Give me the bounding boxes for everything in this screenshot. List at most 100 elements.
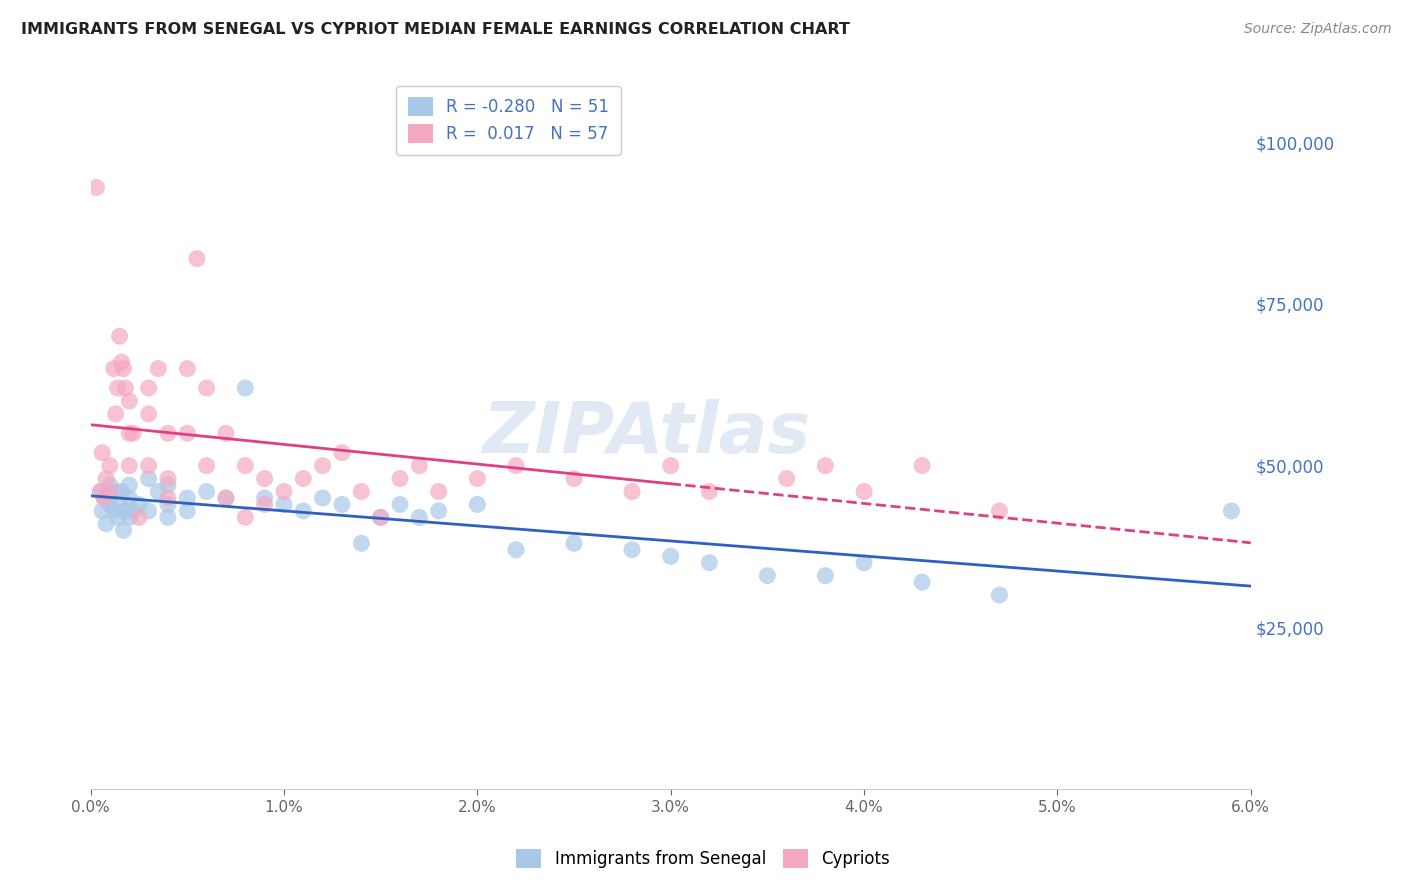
Point bbox=[621, 484, 644, 499]
Point bbox=[110, 355, 132, 369]
Point bbox=[118, 426, 141, 441]
Point bbox=[350, 484, 373, 499]
Point bbox=[156, 510, 179, 524]
Point bbox=[107, 510, 129, 524]
Point bbox=[156, 472, 179, 486]
Point bbox=[156, 426, 179, 441]
Point bbox=[311, 458, 333, 473]
Text: IMMIGRANTS FROM SENEGAL VS CYPRIOT MEDIAN FEMALE EARNINGS CORRELATION CHART: IMMIGRANTS FROM SENEGAL VS CYPRIOT MEDIA… bbox=[21, 22, 851, 37]
Point bbox=[273, 484, 295, 499]
Point bbox=[122, 504, 145, 518]
Point bbox=[114, 381, 136, 395]
Point bbox=[148, 484, 170, 499]
Point bbox=[814, 568, 837, 582]
Point bbox=[91, 504, 114, 518]
Point bbox=[253, 491, 276, 505]
Point bbox=[814, 458, 837, 473]
Point bbox=[91, 446, 114, 460]
Point bbox=[118, 393, 141, 408]
Point bbox=[621, 542, 644, 557]
Point bbox=[156, 498, 179, 512]
Point bbox=[176, 361, 198, 376]
Point bbox=[215, 491, 238, 505]
Point bbox=[122, 426, 145, 441]
Point bbox=[273, 498, 295, 512]
Point bbox=[853, 484, 876, 499]
Point bbox=[776, 472, 799, 486]
Point bbox=[505, 542, 527, 557]
Point bbox=[388, 472, 411, 486]
Point bbox=[465, 498, 488, 512]
Point bbox=[156, 491, 179, 505]
Point bbox=[86, 180, 108, 194]
Point bbox=[988, 588, 1011, 602]
Point bbox=[138, 472, 160, 486]
Point bbox=[112, 524, 135, 538]
Point bbox=[370, 510, 392, 524]
Point bbox=[562, 536, 585, 550]
Point bbox=[104, 484, 127, 499]
Point bbox=[195, 484, 218, 499]
Point bbox=[699, 484, 721, 499]
Point bbox=[253, 472, 276, 486]
Point bbox=[93, 491, 115, 505]
Point bbox=[138, 504, 160, 518]
Point bbox=[128, 510, 150, 524]
Legend: R = -0.280   N = 51, R =  0.017   N = 57: R = -0.280 N = 51, R = 0.017 N = 57 bbox=[396, 86, 620, 155]
Point bbox=[911, 458, 934, 473]
Point bbox=[98, 478, 121, 492]
Text: ZIPAtlas: ZIPAtlas bbox=[484, 399, 811, 467]
Point bbox=[89, 484, 111, 499]
Point bbox=[94, 516, 117, 531]
Point bbox=[292, 504, 315, 518]
Point bbox=[108, 498, 131, 512]
Point bbox=[292, 472, 315, 486]
Point bbox=[98, 498, 121, 512]
Point bbox=[756, 568, 779, 582]
Point bbox=[465, 472, 488, 486]
Point bbox=[911, 575, 934, 590]
Point bbox=[659, 549, 682, 564]
Point bbox=[311, 491, 333, 505]
Point bbox=[350, 536, 373, 550]
Point bbox=[562, 472, 585, 486]
Point bbox=[103, 361, 125, 376]
Point bbox=[330, 498, 353, 512]
Point bbox=[114, 504, 136, 518]
Point bbox=[148, 361, 170, 376]
Point bbox=[186, 252, 208, 266]
Point bbox=[853, 556, 876, 570]
Point bbox=[408, 458, 430, 473]
Point bbox=[138, 381, 160, 395]
Point bbox=[233, 458, 256, 473]
Point bbox=[138, 407, 160, 421]
Point bbox=[94, 472, 117, 486]
Point bbox=[156, 478, 179, 492]
Point bbox=[388, 498, 411, 512]
Point bbox=[195, 458, 218, 473]
Point bbox=[215, 426, 238, 441]
Point bbox=[110, 484, 132, 499]
Point bbox=[1220, 504, 1243, 518]
Point bbox=[427, 504, 450, 518]
Point bbox=[253, 498, 276, 512]
Point bbox=[107, 381, 129, 395]
Point bbox=[103, 504, 125, 518]
Point bbox=[176, 426, 198, 441]
Point bbox=[427, 484, 450, 499]
Point bbox=[89, 484, 111, 499]
Point bbox=[98, 458, 121, 473]
Point bbox=[408, 510, 430, 524]
Point bbox=[330, 446, 353, 460]
Point bbox=[988, 504, 1011, 518]
Point bbox=[176, 491, 198, 505]
Point bbox=[659, 458, 682, 473]
Point bbox=[118, 491, 141, 505]
Point bbox=[699, 556, 721, 570]
Point bbox=[108, 329, 131, 343]
Point bbox=[215, 491, 238, 505]
Text: Source: ZipAtlas.com: Source: ZipAtlas.com bbox=[1244, 22, 1392, 37]
Point bbox=[104, 407, 127, 421]
Point bbox=[370, 510, 392, 524]
Point bbox=[505, 458, 527, 473]
